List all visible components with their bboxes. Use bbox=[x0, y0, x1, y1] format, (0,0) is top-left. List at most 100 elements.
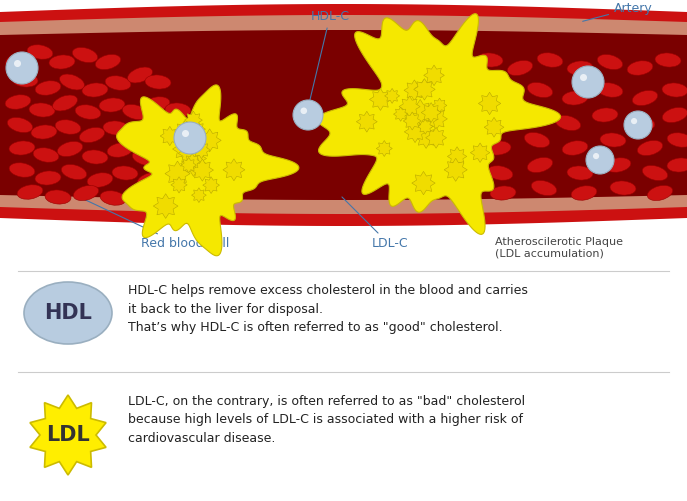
Ellipse shape bbox=[610, 181, 636, 195]
Ellipse shape bbox=[447, 61, 473, 75]
Ellipse shape bbox=[5, 95, 31, 109]
Ellipse shape bbox=[128, 67, 153, 83]
Ellipse shape bbox=[477, 53, 503, 67]
Circle shape bbox=[293, 100, 323, 130]
Ellipse shape bbox=[402, 133, 428, 147]
Ellipse shape bbox=[442, 107, 468, 123]
Ellipse shape bbox=[425, 95, 451, 109]
Ellipse shape bbox=[487, 166, 513, 180]
Ellipse shape bbox=[35, 171, 61, 185]
Circle shape bbox=[572, 66, 604, 98]
Ellipse shape bbox=[75, 105, 101, 119]
Text: Atheroscilerotic Plaque
(LDL accumulation): Atheroscilerotic Plaque (LDL accumulatio… bbox=[495, 237, 623, 259]
Ellipse shape bbox=[427, 175, 453, 189]
Polygon shape bbox=[376, 140, 392, 156]
Polygon shape bbox=[407, 99, 433, 125]
Ellipse shape bbox=[160, 166, 186, 180]
Polygon shape bbox=[153, 194, 178, 218]
Ellipse shape bbox=[524, 132, 550, 148]
Ellipse shape bbox=[571, 186, 597, 200]
Ellipse shape bbox=[52, 95, 78, 111]
Ellipse shape bbox=[144, 97, 170, 111]
Polygon shape bbox=[418, 115, 434, 130]
Ellipse shape bbox=[605, 158, 631, 172]
Text: HDL-C helps remove excess cholesterol in the blood and carries
it back to the li: HDL-C helps remove excess cholesterol in… bbox=[128, 284, 528, 334]
Polygon shape bbox=[370, 89, 392, 110]
Ellipse shape bbox=[35, 81, 61, 95]
Text: Artery: Artery bbox=[583, 2, 653, 22]
Ellipse shape bbox=[9, 163, 35, 177]
Polygon shape bbox=[404, 103, 418, 118]
Ellipse shape bbox=[177, 186, 203, 200]
Text: LDL-C, on the contrary, is often referred to as "bad" cholesterol
because high l: LDL-C, on the contrary, is often referre… bbox=[128, 395, 525, 445]
Ellipse shape bbox=[72, 48, 98, 63]
Polygon shape bbox=[117, 85, 299, 256]
Ellipse shape bbox=[82, 150, 108, 164]
Ellipse shape bbox=[597, 83, 623, 97]
Ellipse shape bbox=[27, 45, 53, 59]
Polygon shape bbox=[223, 159, 245, 181]
Circle shape bbox=[593, 153, 599, 159]
Polygon shape bbox=[404, 80, 425, 101]
Ellipse shape bbox=[600, 133, 626, 147]
Polygon shape bbox=[426, 127, 447, 148]
Ellipse shape bbox=[61, 164, 87, 179]
Ellipse shape bbox=[485, 141, 511, 155]
Polygon shape bbox=[407, 114, 426, 133]
Ellipse shape bbox=[9, 141, 35, 155]
Polygon shape bbox=[181, 151, 206, 176]
Ellipse shape bbox=[145, 75, 171, 89]
Ellipse shape bbox=[133, 150, 158, 165]
Ellipse shape bbox=[100, 191, 126, 205]
Polygon shape bbox=[174, 121, 194, 141]
Ellipse shape bbox=[103, 121, 129, 135]
Ellipse shape bbox=[8, 117, 33, 133]
Polygon shape bbox=[191, 159, 214, 181]
Ellipse shape bbox=[528, 83, 552, 98]
Ellipse shape bbox=[638, 140, 663, 155]
Polygon shape bbox=[186, 134, 210, 159]
Ellipse shape bbox=[5, 52, 30, 68]
Ellipse shape bbox=[667, 158, 687, 172]
Polygon shape bbox=[415, 126, 437, 148]
Ellipse shape bbox=[74, 185, 99, 200]
Ellipse shape bbox=[567, 166, 593, 180]
Polygon shape bbox=[478, 92, 501, 115]
Ellipse shape bbox=[12, 73, 38, 87]
Polygon shape bbox=[185, 111, 203, 129]
Ellipse shape bbox=[387, 63, 413, 77]
Polygon shape bbox=[203, 177, 219, 193]
Ellipse shape bbox=[17, 185, 43, 199]
Ellipse shape bbox=[427, 122, 453, 138]
Circle shape bbox=[6, 52, 38, 84]
Ellipse shape bbox=[95, 55, 121, 70]
Ellipse shape bbox=[427, 71, 453, 85]
Circle shape bbox=[174, 122, 206, 154]
Circle shape bbox=[586, 146, 614, 174]
Ellipse shape bbox=[537, 53, 563, 67]
Ellipse shape bbox=[112, 166, 138, 180]
Polygon shape bbox=[385, 88, 400, 103]
Circle shape bbox=[182, 130, 189, 137]
Polygon shape bbox=[317, 14, 561, 234]
Text: Red blood cell: Red blood cell bbox=[141, 237, 229, 250]
Ellipse shape bbox=[447, 133, 473, 147]
Circle shape bbox=[580, 74, 587, 81]
Text: HDL: HDL bbox=[44, 303, 92, 323]
Polygon shape bbox=[409, 111, 429, 131]
Polygon shape bbox=[403, 112, 421, 130]
Ellipse shape bbox=[33, 148, 59, 162]
Polygon shape bbox=[0, 4, 687, 226]
Polygon shape bbox=[484, 117, 504, 137]
Polygon shape bbox=[424, 65, 444, 86]
Ellipse shape bbox=[662, 83, 687, 97]
Ellipse shape bbox=[55, 120, 81, 134]
Ellipse shape bbox=[597, 55, 622, 70]
Ellipse shape bbox=[667, 133, 687, 147]
Polygon shape bbox=[198, 129, 221, 152]
Ellipse shape bbox=[127, 186, 153, 200]
Polygon shape bbox=[412, 171, 435, 195]
Polygon shape bbox=[171, 177, 187, 193]
Ellipse shape bbox=[531, 180, 556, 195]
Polygon shape bbox=[418, 119, 433, 134]
